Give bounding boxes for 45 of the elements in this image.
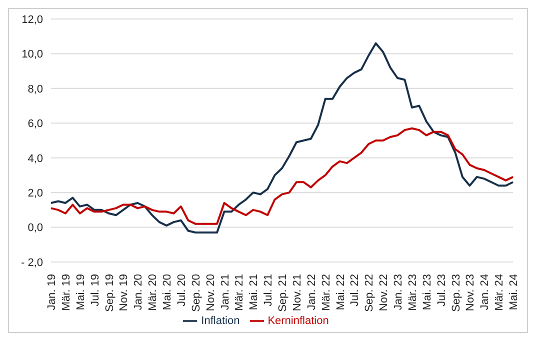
x-tick-label: Mai. 23 (421, 274, 434, 310)
y-tick-label: - 2,0 (20, 256, 43, 269)
x-tick-label: Nov. 21 (291, 274, 304, 312)
x-tick-label: Mai. 20 (162, 274, 174, 310)
line-series (50, 42, 514, 234)
x-tick-label: Jan. 24 (479, 274, 492, 310)
x-tick-label: Mär. 23 (406, 274, 419, 311)
x-tick-label: Jul. 20 (176, 274, 188, 306)
line-series (50, 127, 514, 225)
x-tick-label: Jul. 23 (436, 274, 448, 306)
x-tick-label: Nov. 19 (118, 274, 130, 312)
x-tick-label: Nov. 20 (204, 274, 217, 312)
x-tick-label: Mai. 19 (74, 274, 87, 310)
y-tick-label: 0,0 (28, 222, 43, 234)
x-tick-label: Mär. 24 (494, 274, 506, 311)
x-tick-label: Sep. 19 (104, 274, 116, 312)
x-tick-label: Sep. 22 (364, 274, 376, 312)
y-tick-label: 12,0 (22, 14, 43, 26)
y-tick-label: 4,0 (28, 152, 43, 165)
x-tick-label: Sep. 20 (190, 274, 202, 312)
x-tick-label: Mär. 19 (60, 274, 72, 311)
x-tick-label: Mär. 21 (234, 274, 246, 311)
x-tick-label: Mai. 24 (508, 274, 520, 310)
x-tick-label: Mai. 21 (248, 274, 260, 310)
y-tick-label: 6,0 (28, 118, 43, 130)
x-tick-label: Jan. 21 (219, 274, 232, 310)
x-tick-label: Jan. 20 (132, 274, 145, 310)
x-tick-label: Jan. 19 (46, 274, 58, 310)
x-tick-label: Jan. 23 (392, 274, 404, 310)
x-tick-label: Jul. 19 (89, 274, 102, 306)
x-tick-label: Sep. 21 (277, 274, 289, 312)
legend-label: Inflation (201, 314, 240, 327)
legend-label: Kerninflation (268, 314, 329, 327)
x-tick-label: Nov. 23 (464, 274, 477, 312)
x-tick-label: Mai. 22 (334, 274, 347, 310)
y-tick-label: 8,0 (28, 83, 43, 96)
x-tick-label: Jul. 22 (349, 274, 362, 306)
x-tick-label: Nov. 22 (378, 274, 390, 312)
x-tick-label: Mär. 20 (147, 274, 160, 311)
x-tick-label: Jul. 21 (262, 274, 275, 306)
x-tick-label: Jan. 22 (306, 274, 318, 310)
y-tick-label: 2,0 (28, 187, 43, 200)
x-tick-label: Sep. 23 (450, 274, 462, 312)
x-tick-label: Mär. 22 (320, 274, 332, 311)
y-tick-label: 10,0 (22, 48, 43, 61)
